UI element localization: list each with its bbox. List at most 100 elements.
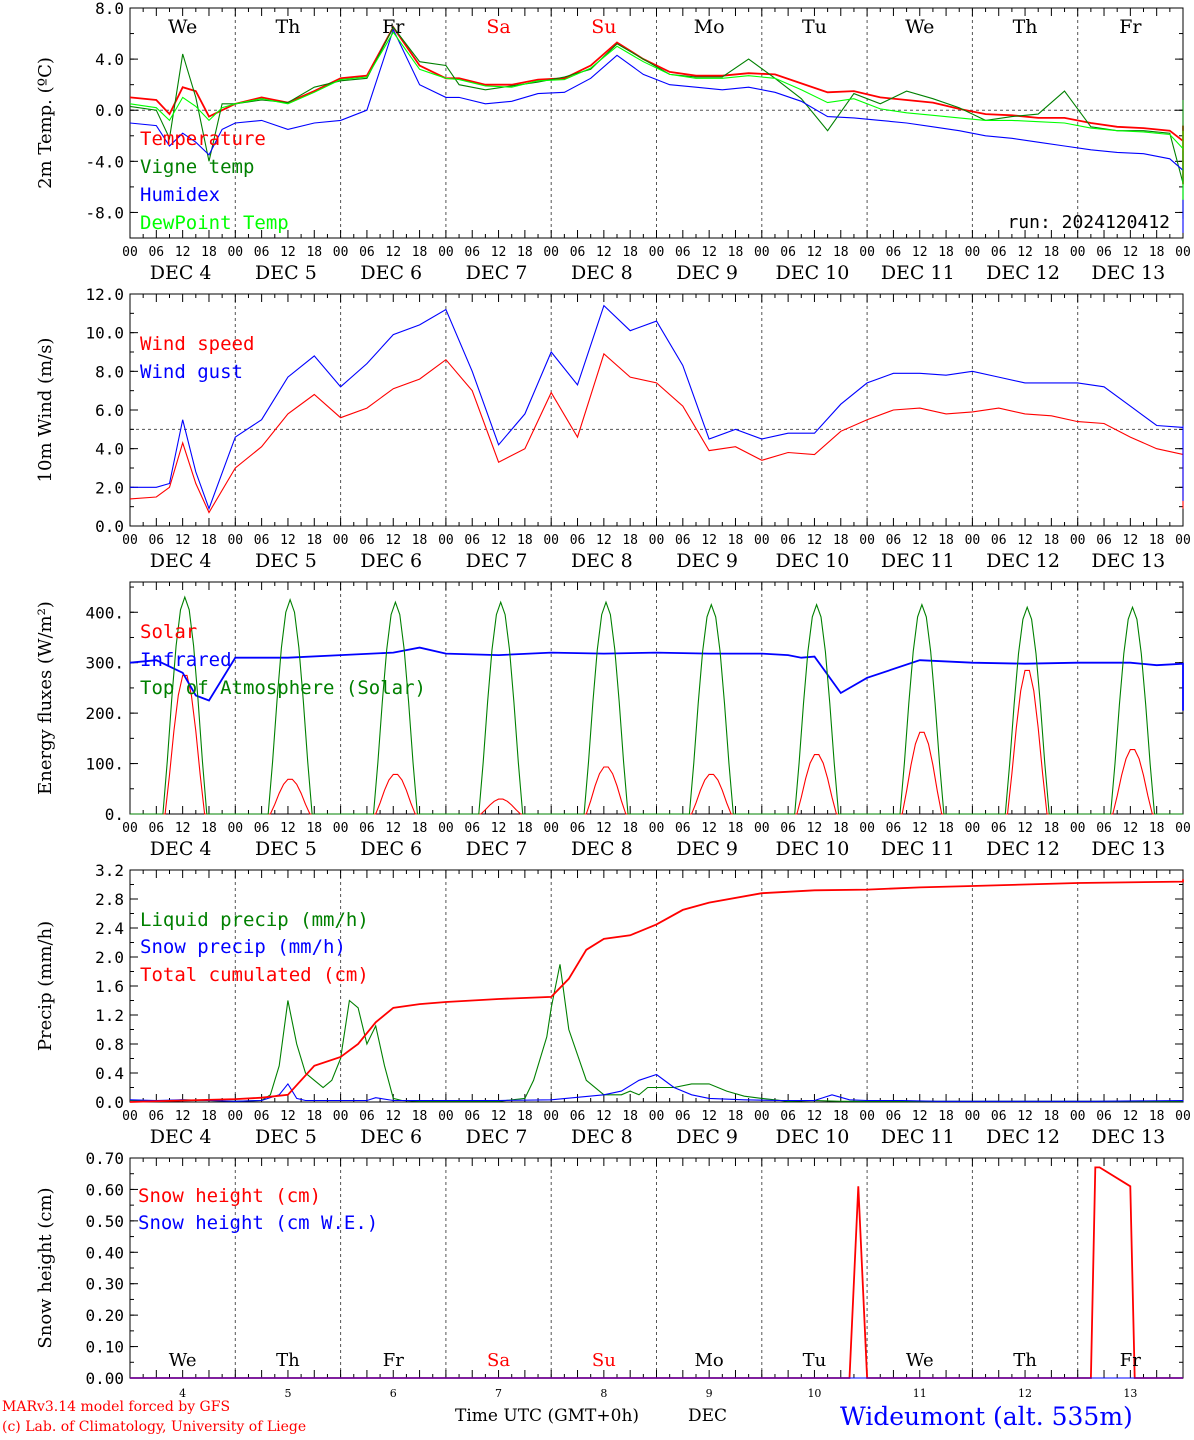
hour-tick-label: 06 <box>254 821 270 836</box>
hour-tick-label: 12 <box>280 821 296 836</box>
weekday-label: Fr <box>382 16 405 38</box>
hour-tick-label: 12 <box>807 533 823 548</box>
hour-tick-label: 06 <box>886 1109 902 1124</box>
hour-tick-label: 12 <box>912 533 928 548</box>
y-tick-label: 2.4 <box>95 919 124 938</box>
hour-tick-label: 18 <box>306 533 322 548</box>
y-tick-label: 12.0 <box>85 285 124 304</box>
hour-tick-label: 18 <box>412 245 428 260</box>
hour-tick-label: 12 <box>280 533 296 548</box>
credit-line-2: (c) Lab. of Climatology, University of L… <box>2 1419 307 1435</box>
hour-tick-label: 12 <box>701 245 717 260</box>
hour-tick-label: 12 <box>385 1109 401 1124</box>
day-number-row: 4 5 6 7 8 9 10 11 12 13 <box>179 1387 1137 1400</box>
hour-tick-label: 12 <box>912 245 928 260</box>
hour-tick-label: 12 <box>596 533 612 548</box>
day-label: DEC 9 <box>676 262 738 284</box>
hour-tick-label: 18 <box>833 533 849 548</box>
hour-tick-label: 06 <box>780 1109 796 1124</box>
hour-tick-label: 00 <box>965 533 981 548</box>
day-number: 12 <box>1018 1387 1032 1400</box>
hour-tick-label: 06 <box>464 1109 480 1124</box>
day-label: DEC 11 <box>881 1126 955 1148</box>
day-label: DEC 13 <box>1091 838 1165 860</box>
hour-tick-label: 00 <box>122 245 138 260</box>
hour-tick-label: 06 <box>359 821 375 836</box>
series-line-liquid-precip-mm-h- <box>129 964 1183 1102</box>
hour-tick-label: 00 <box>438 1109 454 1124</box>
hour-tick-label: 00 <box>1070 821 1086 836</box>
y-tick-label: 3.2 <box>95 861 124 880</box>
y-axis-label: Precip (mm/h) <box>35 921 56 1051</box>
hour-tick-label: 18 <box>622 245 638 260</box>
hour-tick-label: 18 <box>622 1109 638 1124</box>
weekday-label: Su <box>592 1350 616 1371</box>
y-tick-label: -8.0 <box>85 203 124 222</box>
hour-tick-label: 12 <box>912 1109 928 1124</box>
y-tick-label: 100. <box>85 755 124 774</box>
hour-tick-label: 18 <box>833 245 849 260</box>
hour-tick-label: 06 <box>570 821 586 836</box>
hour-tick-label: 12 <box>175 245 191 260</box>
hour-tick-label: 06 <box>991 821 1007 836</box>
y-tick-label: 8.0 <box>95 0 124 18</box>
hour-tick-label: 18 <box>1044 533 1060 548</box>
day-label: DEC 13 <box>1091 262 1165 284</box>
weekday-label: Fr <box>383 1350 404 1371</box>
day-number: 6 <box>390 1387 397 1400</box>
hour-tick-label: 06 <box>570 245 586 260</box>
hour-tick-label: 18 <box>622 533 638 548</box>
legend-entry: DewPoint Temp <box>140 212 289 234</box>
hour-tick-label: 18 <box>1149 245 1165 260</box>
day-number: 13 <box>1123 1387 1137 1400</box>
y-tick-label: 200. <box>85 704 124 723</box>
day-label: DEC 8 <box>571 550 633 572</box>
hour-tick-label: 06 <box>1096 821 1112 836</box>
hour-tick-label: 18 <box>938 821 954 836</box>
station-label: Wideumont (alt. 535m) <box>840 1402 1133 1431</box>
hour-tick-label: 12 <box>385 533 401 548</box>
hour-tick-label: 12 <box>1123 245 1139 260</box>
day-label: DEC 5 <box>255 550 317 572</box>
panel-5: 0.70 0.60 0.50 0.40 0.30 0.20 0.10 0.00 Snow hei… <box>35 1149 1184 1388</box>
hour-tick-label: 18 <box>622 821 638 836</box>
y-tick-label: 2.0 <box>95 478 124 497</box>
legend-entry: Humidex <box>140 184 220 206</box>
hour-tick-label: 18 <box>728 533 744 548</box>
y-tick-label: 4.0 <box>95 50 124 69</box>
hour-tick-label: 06 <box>886 245 902 260</box>
hour-tick-label: 00 <box>333 245 349 260</box>
hour-tick-label: 12 <box>701 1109 717 1124</box>
day-number: 7 <box>495 1387 502 1400</box>
hour-tick-label: 18 <box>938 533 954 548</box>
y-tick-label: 6.0 <box>95 401 124 420</box>
hour-tick-label: 18 <box>1149 533 1165 548</box>
hour-tick-label: 00 <box>438 821 454 836</box>
legend-entry: Snow precip (mm/h) <box>140 936 346 958</box>
hour-tick-label: 00 <box>649 533 665 548</box>
hour-tick-label: 00 <box>333 821 349 836</box>
legend-entry: Solar <box>140 621 197 643</box>
day-number: 10 <box>807 1387 821 1400</box>
hour-tick-label: 00 <box>122 1109 138 1124</box>
hour-tick-label: 00 <box>649 245 665 260</box>
y-tick-label: 0.0 <box>95 1093 124 1112</box>
y-tick-label: 0.60 <box>85 1180 124 1199</box>
hour-tick-label: 00 <box>122 533 138 548</box>
legend-entry: Top of Atmosphere (Solar) <box>140 677 426 699</box>
hour-tick-label: 00 <box>1175 533 1191 548</box>
day-label: DEC 12 <box>986 262 1060 284</box>
hour-tick-label: 12 <box>1017 821 1033 836</box>
hour-tick-label: 06 <box>254 533 270 548</box>
day-number: 8 <box>600 1387 607 1400</box>
hour-tick-label: 06 <box>991 533 1007 548</box>
hour-tick-label: 00 <box>1070 1109 1086 1124</box>
hour-tick-label: 00 <box>1175 245 1191 260</box>
hour-tick-label: 18 <box>1044 821 1060 836</box>
hour-tick-label: 06 <box>359 533 375 548</box>
panel-3: 400. 300. 200. 100. 0. Energy fluxes (W/m²) 00… <box>35 581 1191 860</box>
hour-tick-label: 18 <box>412 821 428 836</box>
hour-tick-label: 06 <box>359 1109 375 1124</box>
panel-1: 8.0 4.0 0.0 -4.0 -8.0 2m Temp. (ºC) 00 06 12 18 DE… <box>35 0 1191 284</box>
hour-tick-label: 12 <box>596 245 612 260</box>
